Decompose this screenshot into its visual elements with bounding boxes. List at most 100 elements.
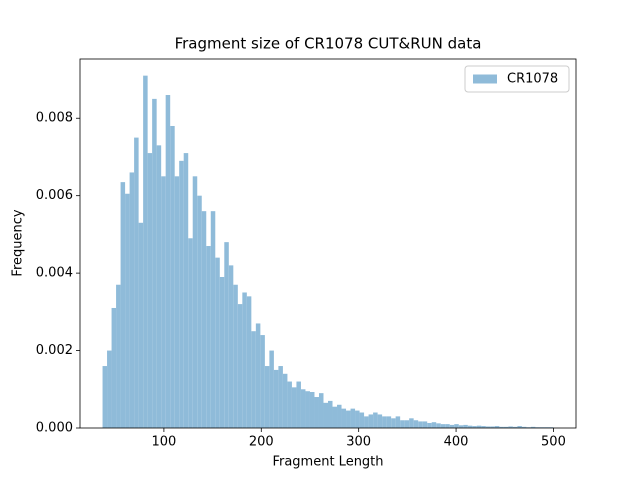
x-tick-label: 400 bbox=[444, 435, 469, 450]
bar bbox=[269, 350, 274, 428]
bar bbox=[472, 426, 477, 428]
bar bbox=[404, 420, 410, 428]
bar bbox=[481, 426, 486, 428]
bar bbox=[116, 284, 121, 428]
bar bbox=[458, 425, 464, 428]
bar bbox=[359, 412, 365, 428]
x-tick-label: 300 bbox=[346, 435, 371, 450]
bar bbox=[436, 423, 441, 428]
bar bbox=[282, 373, 288, 428]
bar bbox=[377, 414, 383, 428]
bar bbox=[517, 426, 522, 428]
bar bbox=[490, 426, 495, 428]
bar bbox=[165, 95, 171, 428]
bar bbox=[147, 153, 153, 429]
bar bbox=[210, 211, 216, 428]
chart-title: Fragment size of CR1078 CUT&RUN data bbox=[175, 35, 482, 53]
bar bbox=[273, 369, 279, 428]
bar bbox=[129, 172, 135, 428]
bar bbox=[233, 284, 238, 428]
bar bbox=[197, 195, 202, 428]
y-tick-label: 0.004 bbox=[36, 266, 73, 281]
legend-swatch bbox=[473, 74, 497, 84]
bar bbox=[296, 381, 301, 428]
bar bbox=[242, 292, 247, 428]
bar bbox=[318, 393, 324, 428]
bar bbox=[174, 176, 180, 428]
bar bbox=[179, 160, 184, 428]
bar bbox=[445, 424, 450, 428]
bar bbox=[413, 420, 419, 428]
bar bbox=[521, 426, 527, 428]
bar bbox=[337, 404, 342, 428]
bar bbox=[328, 400, 333, 428]
bar bbox=[143, 75, 148, 428]
bar bbox=[206, 246, 211, 428]
x-tick-label: 500 bbox=[541, 435, 566, 450]
bar bbox=[125, 193, 130, 428]
bar bbox=[476, 425, 482, 428]
bar bbox=[395, 416, 401, 428]
x-tick-label: 200 bbox=[249, 435, 274, 450]
bar bbox=[224, 242, 229, 428]
bar bbox=[219, 276, 225, 428]
bar bbox=[409, 418, 414, 428]
bar bbox=[305, 391, 310, 428]
bar bbox=[188, 238, 193, 428]
bar bbox=[368, 414, 374, 428]
bar bbox=[386, 416, 392, 428]
bar bbox=[300, 389, 306, 428]
bar bbox=[341, 408, 347, 428]
bar bbox=[427, 422, 432, 428]
bar bbox=[332, 406, 338, 428]
bar bbox=[228, 265, 234, 428]
bar bbox=[512, 426, 518, 428]
bar bbox=[201, 211, 207, 428]
bar bbox=[192, 176, 198, 428]
bar bbox=[237, 304, 243, 428]
bar bbox=[485, 426, 491, 428]
bar bbox=[346, 410, 351, 428]
bar bbox=[463, 424, 468, 428]
bar bbox=[530, 426, 536, 428]
bar bbox=[499, 426, 504, 428]
bar bbox=[102, 366, 108, 428]
bar bbox=[170, 125, 175, 429]
bar bbox=[494, 426, 500, 428]
bar bbox=[467, 425, 473, 428]
x-tick-label: 100 bbox=[151, 435, 176, 450]
y-axis-label: Frequency bbox=[11, 209, 26, 276]
bar bbox=[431, 422, 437, 428]
bar bbox=[287, 381, 292, 428]
bar bbox=[120, 182, 126, 428]
axes-frame bbox=[79, 58, 577, 429]
bar bbox=[161, 176, 166, 428]
bar bbox=[364, 416, 369, 428]
bar bbox=[440, 424, 446, 428]
bar bbox=[264, 366, 270, 428]
bar bbox=[400, 420, 405, 428]
bar bbox=[246, 296, 252, 428]
y-tick-label: 0.000 bbox=[36, 421, 73, 436]
bar bbox=[291, 387, 297, 428]
bar bbox=[156, 145, 162, 429]
bar bbox=[111, 307, 117, 428]
legend-box bbox=[464, 65, 570, 93]
bar bbox=[255, 323, 261, 428]
y-tick-label: 0.008 bbox=[36, 111, 73, 126]
bar bbox=[323, 402, 328, 428]
bar bbox=[251, 331, 256, 428]
bar bbox=[152, 98, 157, 429]
x-axis-label: Fragment Length bbox=[272, 455, 383, 470]
bar bbox=[503, 426, 509, 428]
bar bbox=[314, 397, 319, 428]
y-tick-label: 0.006 bbox=[36, 188, 73, 203]
bar bbox=[508, 426, 513, 428]
bar bbox=[422, 421, 428, 428]
bar bbox=[138, 222, 144, 428]
bar bbox=[309, 391, 315, 428]
bar bbox=[355, 410, 360, 428]
bar bbox=[391, 418, 396, 428]
bar bbox=[418, 421, 423, 428]
